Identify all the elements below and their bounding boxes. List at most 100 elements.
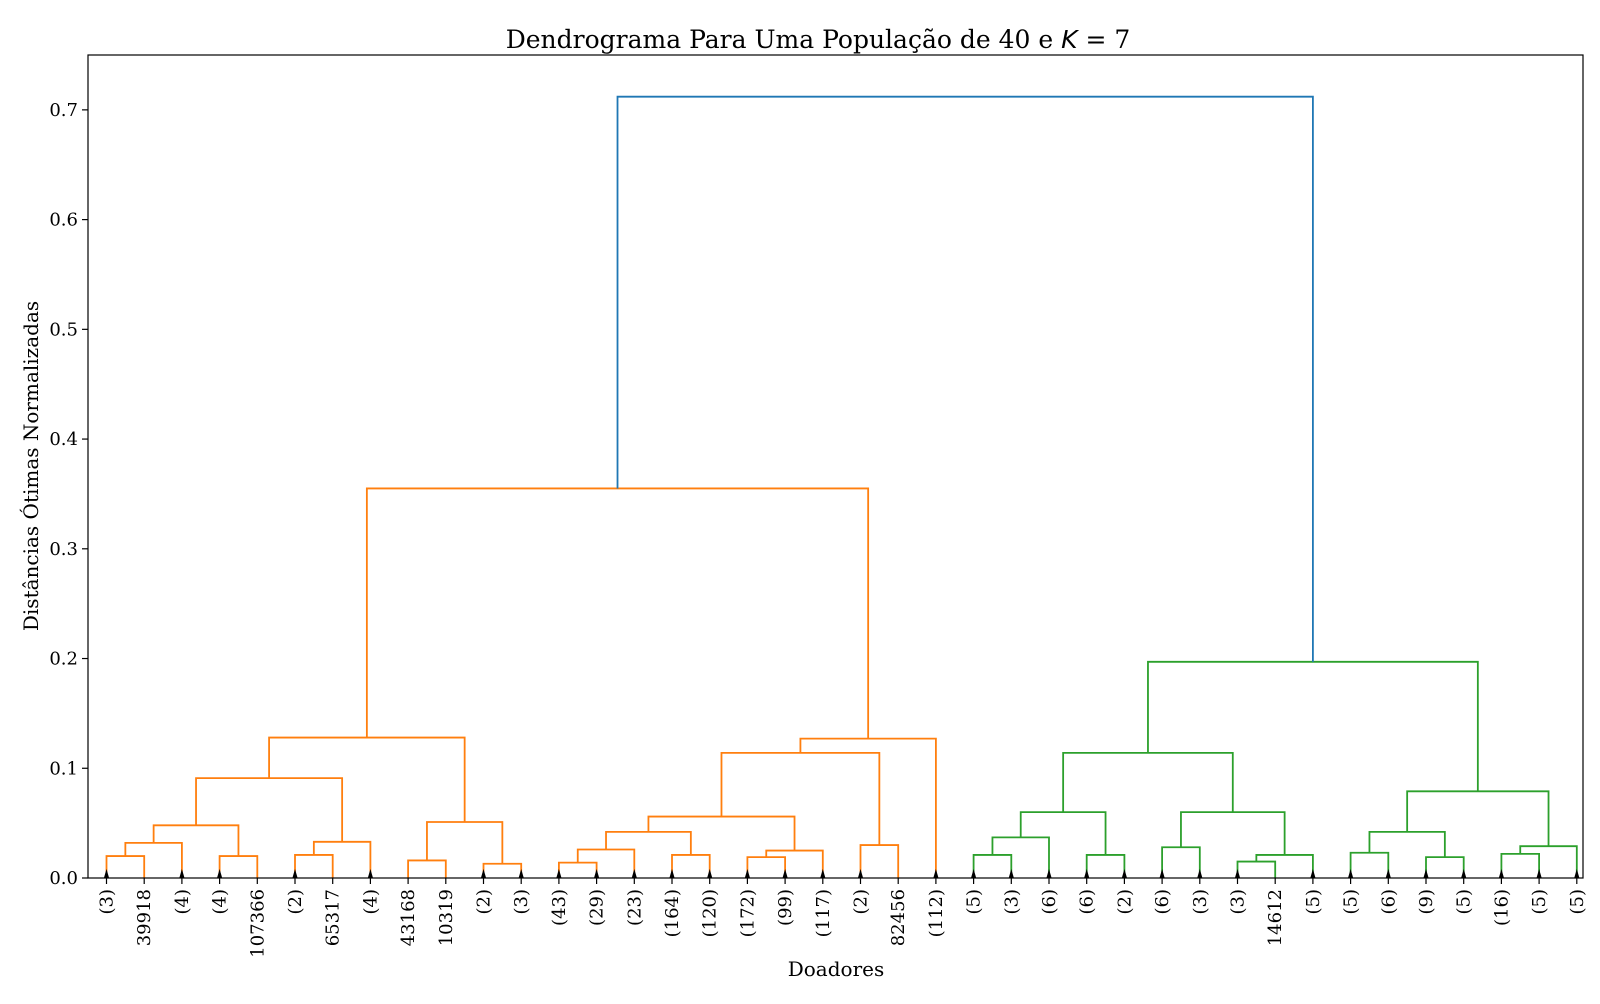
- truncation-marker: [1008, 869, 1014, 878]
- truncation-marker: [744, 869, 750, 878]
- dendrogram-link-n55: [746, 856, 786, 878]
- dendrogram-link-n70: [1062, 752, 1234, 813]
- leaf-label: (3): [97, 889, 118, 915]
- y-tick-label: 0.2: [49, 649, 78, 670]
- leaf-label: 14612: [1265, 889, 1286, 946]
- leaf-label: (6): [1378, 889, 1399, 915]
- leaf-label: (4): [360, 889, 381, 915]
- truncation-marker: [782, 869, 788, 878]
- y-tick-label: 0.0: [49, 868, 78, 889]
- leaf-label: (3): [1190, 889, 1211, 915]
- y-tick-label: 0.3: [49, 539, 78, 560]
- leaf-label: (2): [851, 889, 872, 915]
- dendrogram-link-n52: [576, 848, 636, 878]
- leaf-label: 10319: [436, 889, 457, 946]
- leaf-label: 65317: [323, 889, 344, 946]
- x-axis-label: Doadores: [788, 957, 885, 981]
- leaf-label: 43168: [398, 889, 419, 946]
- leaf-label: (2): [474, 889, 495, 915]
- dendrogram-link-n42: [218, 855, 259, 878]
- plot-frame: [87, 54, 1584, 879]
- leaf-label: (3): [1001, 889, 1022, 915]
- leaf-label: (4): [210, 889, 231, 915]
- dendrogram-link-n54: [605, 831, 692, 855]
- truncation-markers: [103, 869, 1580, 878]
- dendrogram-link-n50: [268, 736, 466, 823]
- y-tick-label: 0.7: [49, 100, 78, 121]
- leaf-label: (4): [172, 889, 193, 915]
- truncation-marker: [594, 869, 600, 878]
- dendrogram-link-n53: [671, 854, 711, 878]
- dendrogram-link-n61: [365, 487, 870, 739]
- dendrogram-link-n67: [1236, 860, 1277, 878]
- y-tick-label: 0.5: [49, 319, 78, 340]
- y-tick-label: 0.6: [49, 210, 78, 231]
- leaf-label: (99): [775, 889, 796, 926]
- dendrogram-link-n43: [152, 824, 240, 857]
- dendrogram-link-n57: [647, 815, 796, 851]
- leaf-label: (43): [549, 889, 570, 926]
- leaf-label: (6): [1039, 889, 1060, 915]
- dendrogram-link-n68: [1255, 854, 1314, 878]
- truncation-marker: [1046, 869, 1052, 878]
- leaf-label: (5): [1341, 889, 1362, 915]
- dendrogram-link-n56: [765, 849, 824, 878]
- truncation-marker: [1536, 869, 1542, 878]
- truncation-marker: [1084, 869, 1090, 878]
- truncation-marker: [1461, 869, 1467, 878]
- leaf-label: (3): [1228, 889, 1249, 915]
- dendrogram-link-n64: [1085, 854, 1126, 878]
- dendrogram-link-n63: [991, 836, 1050, 878]
- truncation-marker: [1234, 869, 1241, 878]
- leaf-label: 39918: [134, 889, 155, 946]
- leaf-label: (5): [1529, 889, 1550, 915]
- truncation-marker: [480, 869, 487, 878]
- truncation-marker: [1574, 869, 1580, 878]
- truncation-marker: [857, 869, 864, 878]
- dendrogram-link-n58: [859, 844, 900, 878]
- truncation-marker: [103, 869, 110, 878]
- leaf-label: (112): [926, 889, 947, 937]
- truncation-marker: [1348, 869, 1354, 878]
- dendrogram-link-n78: [616, 95, 1314, 662]
- truncation-marker: [933, 869, 939, 878]
- truncation-marker: [1498, 869, 1504, 878]
- leaf-label: 82456: [888, 889, 909, 946]
- y-axis: 0.0 0.1 0.2 0.3 0.4 0.5 0.6 0.7: [49, 100, 88, 889]
- dendrogram-link-n75: [1519, 845, 1578, 878]
- leaf-label: (120): [700, 889, 721, 937]
- leaf-label: 107366: [247, 889, 268, 958]
- chart-title: Dendrograma Para Uma População de 40 e K…: [506, 25, 1131, 54]
- y-tick-label: 0.4: [49, 429, 78, 450]
- dendrogram-link-n74: [1500, 852, 1540, 878]
- truncation-marker: [556, 869, 562, 878]
- truncation-marker: [820, 869, 826, 878]
- dendrogram-link-n59: [720, 752, 881, 846]
- leaf-label: (5): [964, 889, 985, 915]
- chart-title-prefix: Dendrograma Para Uma População de 40 e: [506, 25, 1061, 54]
- dendrogram-link-n44: [294, 854, 334, 878]
- dendrogram-links: [105, 95, 1578, 878]
- leaf-label: (5): [1454, 889, 1475, 915]
- truncation-marker: [1385, 869, 1391, 878]
- leaf-label: (164): [662, 889, 683, 937]
- truncation-marker: [1121, 869, 1127, 878]
- leaf-label: (172): [737, 889, 758, 937]
- dendrogram-link-n76: [1406, 790, 1550, 847]
- dendrogram-link-n47: [407, 859, 447, 878]
- truncation-marker: [669, 869, 675, 878]
- leaf-label: (6): [1152, 889, 1173, 915]
- dendrogram-link-n72: [1425, 856, 1465, 878]
- leaf-label: (9): [1416, 889, 1437, 915]
- truncation-marker: [1197, 869, 1203, 878]
- dendrogram-link-n40: [105, 855, 146, 878]
- chart-title-suffix: = 7: [1078, 25, 1131, 54]
- truncation-marker: [707, 869, 713, 878]
- truncation-marker: [367, 869, 373, 878]
- chart-title-k-symbol: K: [1061, 25, 1080, 54]
- truncation-marker: [1423, 869, 1429, 878]
- dendrogram-link-n51: [558, 861, 598, 878]
- truncation-marker: [971, 869, 977, 878]
- dendrogram-link-n66: [1161, 846, 1201, 878]
